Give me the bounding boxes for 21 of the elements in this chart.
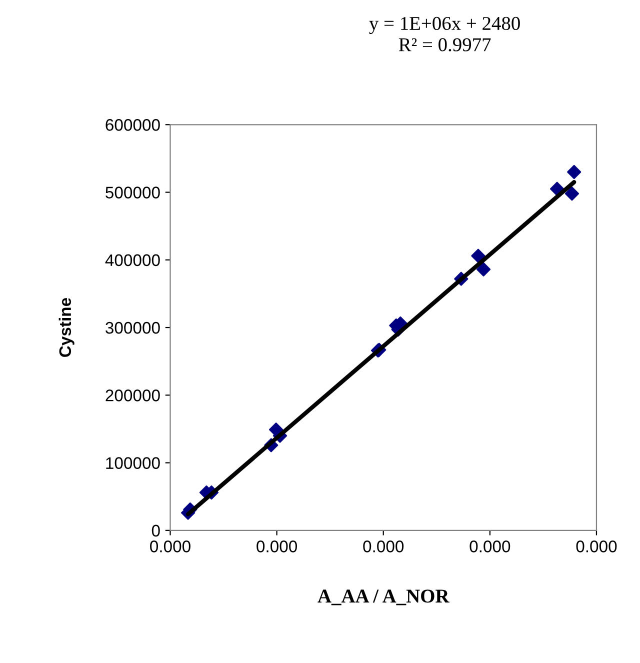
x-tick-label: 0.000 [576,540,617,552]
x-tick-label: 0.000 [256,540,298,552]
y-tick-label: 100000 [106,457,160,469]
y-tick-label: 600000 [106,119,160,131]
x-tick-label: 0.000 [363,540,404,552]
y-tick-label: 200000 [106,390,160,402]
x-tick-label: 0.000 [150,540,190,552]
y-tick-label: 500000 [106,186,160,198]
x-tick-label: 0.000 [470,540,510,552]
point [471,248,486,263]
point [564,186,580,201]
point [476,262,491,276]
y-axis-title: Cystine [58,298,74,357]
text: R² = 0.9977 [398,38,491,52]
text: y = 1E+06x + 2480 [369,16,520,34]
y-tick-label: 0 [152,524,160,537]
x-axis-title: A_AA / A_NOR [318,590,450,606]
y-tick-label: 400000 [105,254,160,266]
y-tick-label: 300000 [106,322,160,334]
point [550,182,564,196]
point [567,164,582,180]
